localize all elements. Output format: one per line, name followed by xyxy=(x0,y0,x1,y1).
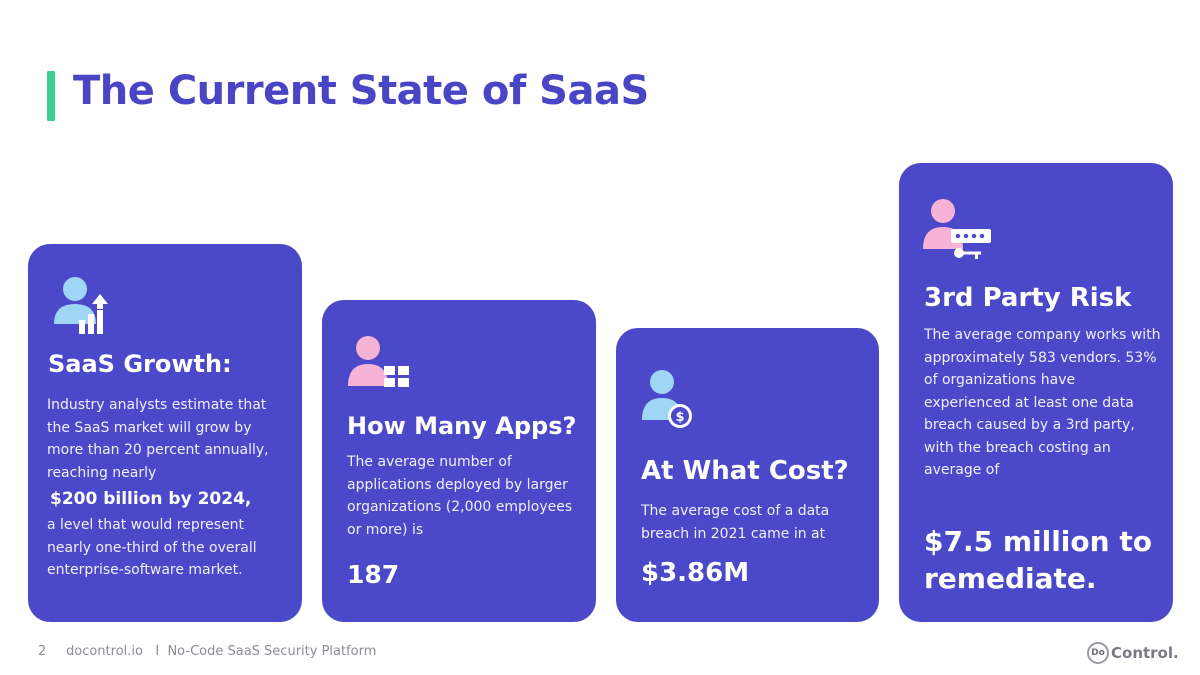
docontrol-logo: Do Control. xyxy=(1087,640,1179,666)
card-3rd-party-risk: 3rd Party Risk The average company works… xyxy=(899,163,1173,622)
card-highlight: $200 billion by 2024, xyxy=(50,489,252,509)
page-title: The Current State of SaaS xyxy=(73,68,649,114)
card-at-what-cost: $ At What Cost? The average cost of a da… xyxy=(616,328,879,622)
user-growth-chart-icon xyxy=(54,277,108,334)
card-body-continued: a level that would represent nearly one-… xyxy=(47,517,257,578)
title-accent-bar xyxy=(47,71,55,121)
card-highlight: 187 xyxy=(347,560,400,589)
logo-text: Control. xyxy=(1111,644,1179,662)
card-highlight: $7.5 million to remediate. xyxy=(924,525,1152,595)
card-how-many-apps: How Many Apps? The average number of app… xyxy=(322,300,596,622)
user-apps-grid-icon xyxy=(348,336,409,387)
card-heading: SaaS Growth: xyxy=(48,350,232,378)
card-highlight: $3.86M xyxy=(641,558,750,588)
footer-text: docontrol.io I No-Code SaaS Security Pla… xyxy=(66,644,377,659)
card-body: The average company works with approxima… xyxy=(924,327,1161,478)
card-saas-growth: SaaS Growth: Industry analysts estimate … xyxy=(28,244,302,622)
card-body: The average number of applications deplo… xyxy=(347,454,573,538)
card-body: Industry analysts estimate that the SaaS… xyxy=(47,397,269,481)
card-heading: 3rd Party Risk xyxy=(924,283,1132,313)
card-heading: At What Cost? xyxy=(641,456,849,486)
logo-mark: Do xyxy=(1087,642,1109,664)
card-heading: How Many Apps? xyxy=(347,412,577,440)
user-password-key-icon xyxy=(923,199,991,259)
card-body: The average cost of a data breach in 202… xyxy=(641,503,830,542)
user-dollar-icon: $ xyxy=(642,370,692,428)
svg-text:$: $ xyxy=(675,410,684,425)
page-number: 2 xyxy=(38,644,47,659)
